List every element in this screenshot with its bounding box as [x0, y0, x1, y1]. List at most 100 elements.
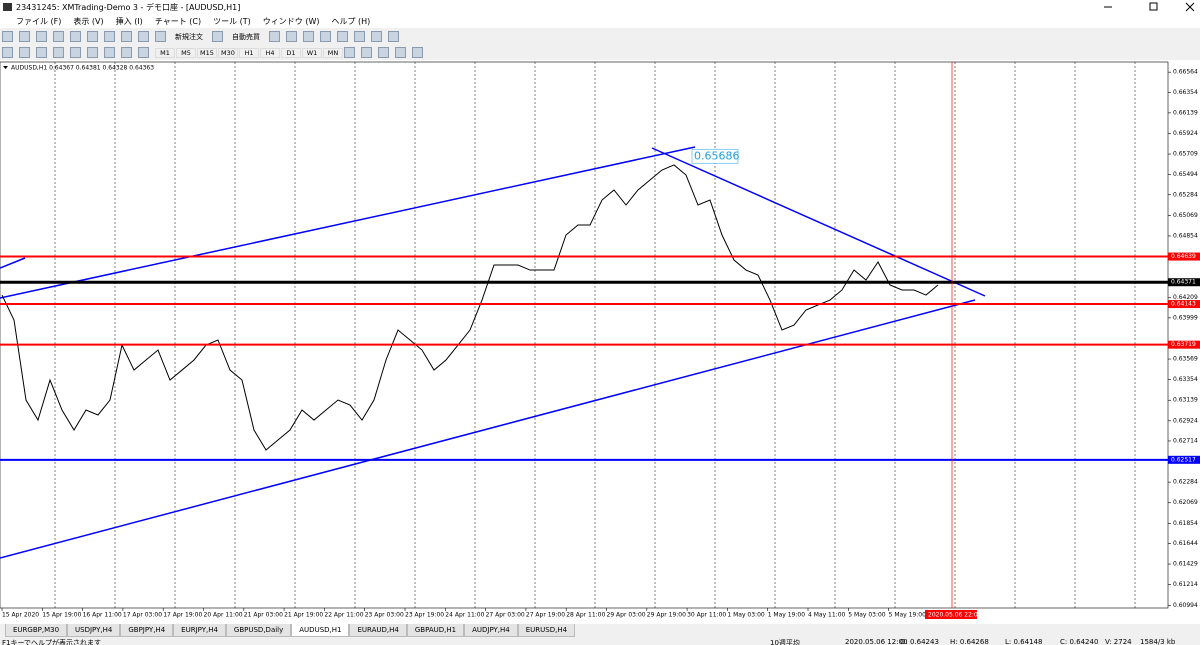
toolbar-icon[interactable] [19, 31, 30, 42]
toolbar-icon[interactable] [121, 47, 132, 58]
timeframe-button[interactable]: H1 [239, 47, 259, 58]
toolbar-icon[interactable] [212, 31, 223, 42]
toolbar-icon[interactable] [138, 47, 149, 58]
toolbar-icon[interactable] [354, 31, 365, 42]
timeframe-button[interactable]: MN [323, 47, 343, 58]
chart-tab[interactable]: EURUSD,H4 [517, 624, 576, 637]
toolbar-icon[interactable] [87, 47, 98, 58]
restore-button[interactable] [1149, 2, 1158, 11]
toolbar-icon[interactable] [104, 47, 115, 58]
x-tick-label: 30 Apr 11:00 [687, 612, 726, 619]
chart-tab[interactable]: AUDJPY,H4 [464, 624, 518, 637]
toolbar-icon[interactable] [36, 47, 47, 58]
toolbar-icon[interactable] [395, 47, 406, 58]
toolbar: 新規注文 自動売買 M1 M5 M15 M30 H1 H4 D1 W1 MN [0, 28, 1200, 62]
y-tick-label: 0.61429 [1173, 561, 1198, 568]
toolbar-icon[interactable] [19, 47, 30, 58]
timeframe-button[interactable]: M5 [176, 47, 196, 58]
chart-tab[interactable]: USDJPY,H4 [67, 624, 121, 637]
status-item: H: 0.64268 [950, 638, 989, 645]
y-tick-label: 0.65284 [1173, 191, 1198, 198]
date-label-box [925, 610, 977, 619]
annotation: 0.65686 [694, 149, 740, 162]
x-tick-label: 23 Apr 19:00 [405, 612, 444, 619]
x-tick-label: 27 Apr 19:00 [526, 612, 565, 619]
timeframe-button[interactable]: W1 [302, 47, 322, 58]
title-bar-graphics [3, 2, 1195, 12]
y-tick-label: 0.63569 [1173, 356, 1198, 363]
toolbar-icon[interactable] [320, 31, 331, 42]
menu-item[interactable]: 表示 (V) [73, 16, 104, 26]
y-tick-label: 0.63354 [1173, 376, 1198, 383]
x-tick-label: 15 Apr 2020 [2, 612, 39, 619]
y-tick-label: 0.64209 [1173, 294, 1198, 301]
toolbar-icon[interactable] [412, 47, 423, 58]
menu-item[interactable]: ヘルプ (H) [331, 16, 371, 26]
x-tick-label: 16 Apr 11:00 [83, 612, 122, 619]
level-label: 0.62517 [1171, 456, 1196, 463]
toolbar-button[interactable]: 自動売買 [232, 32, 260, 41]
close-button[interactable] [1185, 2, 1195, 12]
level-label-box [1168, 340, 1200, 349]
level-label: 0.63719 [1171, 341, 1196, 348]
chart-tab[interactable]: AUDUSD,H1 [291, 624, 350, 637]
toolbar-icon[interactable] [121, 31, 132, 42]
timeframe-button[interactable]: H4 [260, 47, 280, 58]
toolbar-icon[interactable] [286, 31, 297, 42]
toolbar-button[interactable]: 新規注文 [175, 32, 203, 41]
menu-item[interactable]: ツール (T) [213, 16, 251, 26]
toolbar-icon[interactable] [104, 31, 115, 42]
chart-tab[interactable]: EURGBP,M30 [5, 624, 68, 637]
toolbar-icon[interactable] [70, 47, 81, 58]
toolbar-icon[interactable] [53, 47, 64, 58]
menu-item[interactable]: ウィンドウ (W) [262, 16, 320, 26]
toolbar-icon[interactable] [2, 31, 13, 42]
level-label-box [1168, 278, 1200, 287]
y-tick-label: 0.62069 [1173, 499, 1198, 506]
y-tick-label: 0.66139 [1173, 109, 1198, 116]
toolbar-icon[interactable] [87, 31, 98, 42]
toolbar-icon[interactable] [53, 31, 64, 42]
x-tick-label: 17 Apr 19:00 [163, 612, 202, 619]
timeframe-button[interactable]: M1 [155, 47, 175, 58]
x-tick-label: 21 Apr 19:00 [284, 612, 323, 619]
timeframe-button[interactable]: M15 [197, 47, 217, 58]
status-item: 1584/3 kb [1140, 638, 1176, 645]
x-tick-label: 23 Apr 03:00 [365, 612, 404, 619]
level-label: 0.64371 [1171, 279, 1196, 286]
chart-tab[interactable]: GBPAUD,H1 [406, 624, 465, 637]
chart-tab[interactable]: GBPJPY,H4 [120, 624, 174, 637]
level-label-box [1168, 252, 1200, 261]
toolbar-icon[interactable] [303, 31, 314, 42]
y-tick-label: 0.66564 [1173, 69, 1198, 76]
status-item: F1キーでヘルプが表示されます [2, 639, 102, 645]
toolbar-icon[interactable] [378, 47, 389, 58]
y-tick-label: 0.65924 [1173, 130, 1198, 137]
price-line [1, 164, 939, 451]
toolbar-icon[interactable] [269, 31, 280, 42]
x-tick-label: 29 Apr 03:00 [607, 612, 646, 619]
toolbar-row: 新規注文 自動売買 [2, 29, 405, 44]
toolbar-icon[interactable] [337, 31, 348, 42]
chart-tab[interactable]: GBPUSD,Daily [225, 624, 292, 637]
toolbar-icon[interactable] [36, 31, 47, 42]
menu-item[interactable]: ファイル (F) [16, 16, 62, 26]
toolbar-icon[interactable] [344, 47, 355, 58]
toolbar-icon[interactable] [2, 47, 13, 58]
chart-tab[interactable]: EURJPY,H4 [173, 624, 226, 637]
menu-item[interactable]: チャート (C) [154, 16, 202, 26]
chart-tab[interactable]: EURAUD,H4 [349, 624, 407, 637]
toolbar-icon[interactable] [388, 31, 399, 42]
toolbar-icon[interactable] [371, 31, 382, 42]
toolbar-icon[interactable] [70, 31, 81, 42]
toolbar-icon[interactable] [155, 31, 166, 42]
menu-item[interactable]: 挿入 (I) [115, 16, 143, 26]
toolbar-icon[interactable] [361, 47, 372, 58]
x-tick-label: 24 Apr 11:00 [445, 612, 484, 619]
timeframe-button[interactable]: D1 [281, 47, 301, 58]
timeframe-button[interactable]: M30 [218, 47, 238, 58]
toolbar-icon[interactable] [138, 31, 149, 42]
status-item: 10週平均 [770, 639, 800, 645]
trend-line [0, 299, 976, 559]
